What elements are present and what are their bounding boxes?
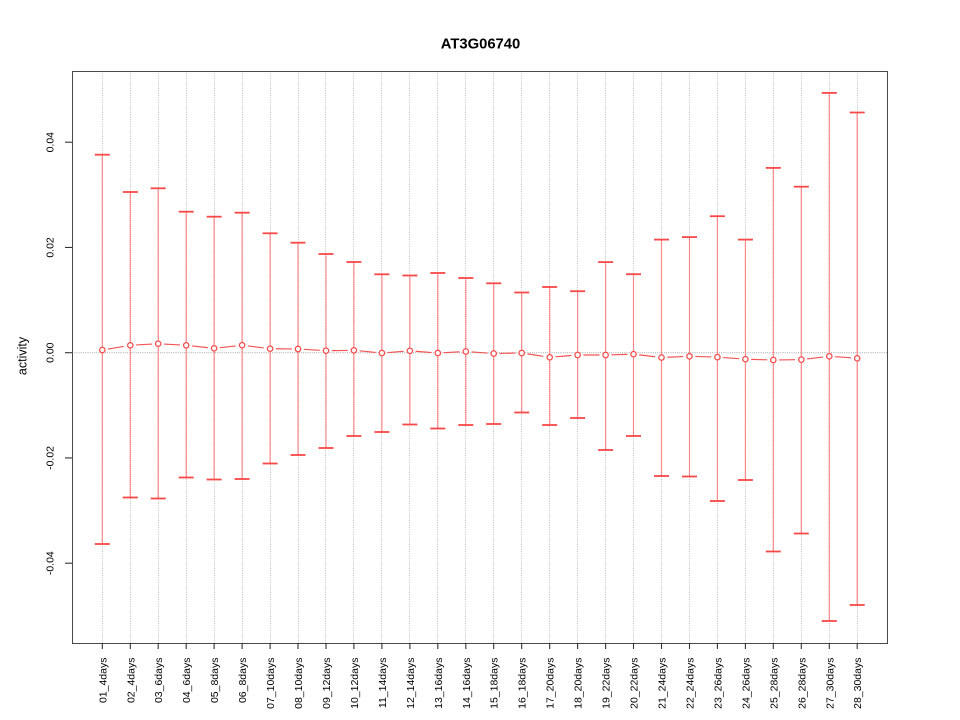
svg-text:0.04: 0.04 xyxy=(45,132,57,153)
svg-text:13_16days: 13_16days xyxy=(433,658,445,709)
svg-text:28_30days: 28_30days xyxy=(852,658,864,709)
svg-text:24_26days: 24_26days xyxy=(740,658,752,709)
svg-text:04_6days: 04_6days xyxy=(181,658,193,704)
svg-text:02_4days: 02_4days xyxy=(125,658,137,704)
svg-text:03_6days: 03_6days xyxy=(153,658,165,704)
svg-text:20_22days: 20_22days xyxy=(629,658,641,709)
svg-text:17_20days: 17_20days xyxy=(545,658,557,709)
svg-text:23_26days: 23_26days xyxy=(712,658,724,709)
svg-text:-0.02: -0.02 xyxy=(45,446,57,470)
svg-text:18_20days: 18_20days xyxy=(573,658,585,709)
svg-text:26_28days: 26_28days xyxy=(796,658,808,709)
svg-text:01_4days: 01_4days xyxy=(97,658,109,704)
svg-text:AT3G06740: AT3G06740 xyxy=(441,37,521,53)
svg-text:07_10days: 07_10days xyxy=(265,658,277,709)
svg-text:08_10days: 08_10days xyxy=(293,658,305,709)
svg-text:25_28days: 25_28days xyxy=(768,658,780,709)
svg-text:activity: activity xyxy=(16,336,30,375)
svg-text:16_18days: 16_18days xyxy=(517,658,529,709)
svg-text:09_12days: 09_12days xyxy=(321,658,333,709)
svg-text:19_22days: 19_22days xyxy=(601,658,613,709)
svg-text:27_30days: 27_30days xyxy=(824,658,836,709)
svg-text:21_24days: 21_24days xyxy=(657,658,669,709)
svg-text:22_24days: 22_24days xyxy=(685,658,697,709)
svg-text:12_14days: 12_14days xyxy=(405,658,417,709)
svg-text:15_18days: 15_18days xyxy=(489,658,501,709)
svg-text:10_12days: 10_12days xyxy=(349,658,361,709)
svg-text:06_8days: 06_8days xyxy=(237,658,249,704)
svg-text:14_16days: 14_16days xyxy=(461,658,473,709)
svg-text:-0.04: -0.04 xyxy=(45,551,57,575)
svg-text:0.02: 0.02 xyxy=(45,237,57,258)
svg-text:0.00: 0.00 xyxy=(45,342,57,363)
svg-text:05_8days: 05_8days xyxy=(209,658,221,704)
svg-text:11_14days: 11_14days xyxy=(377,658,389,709)
